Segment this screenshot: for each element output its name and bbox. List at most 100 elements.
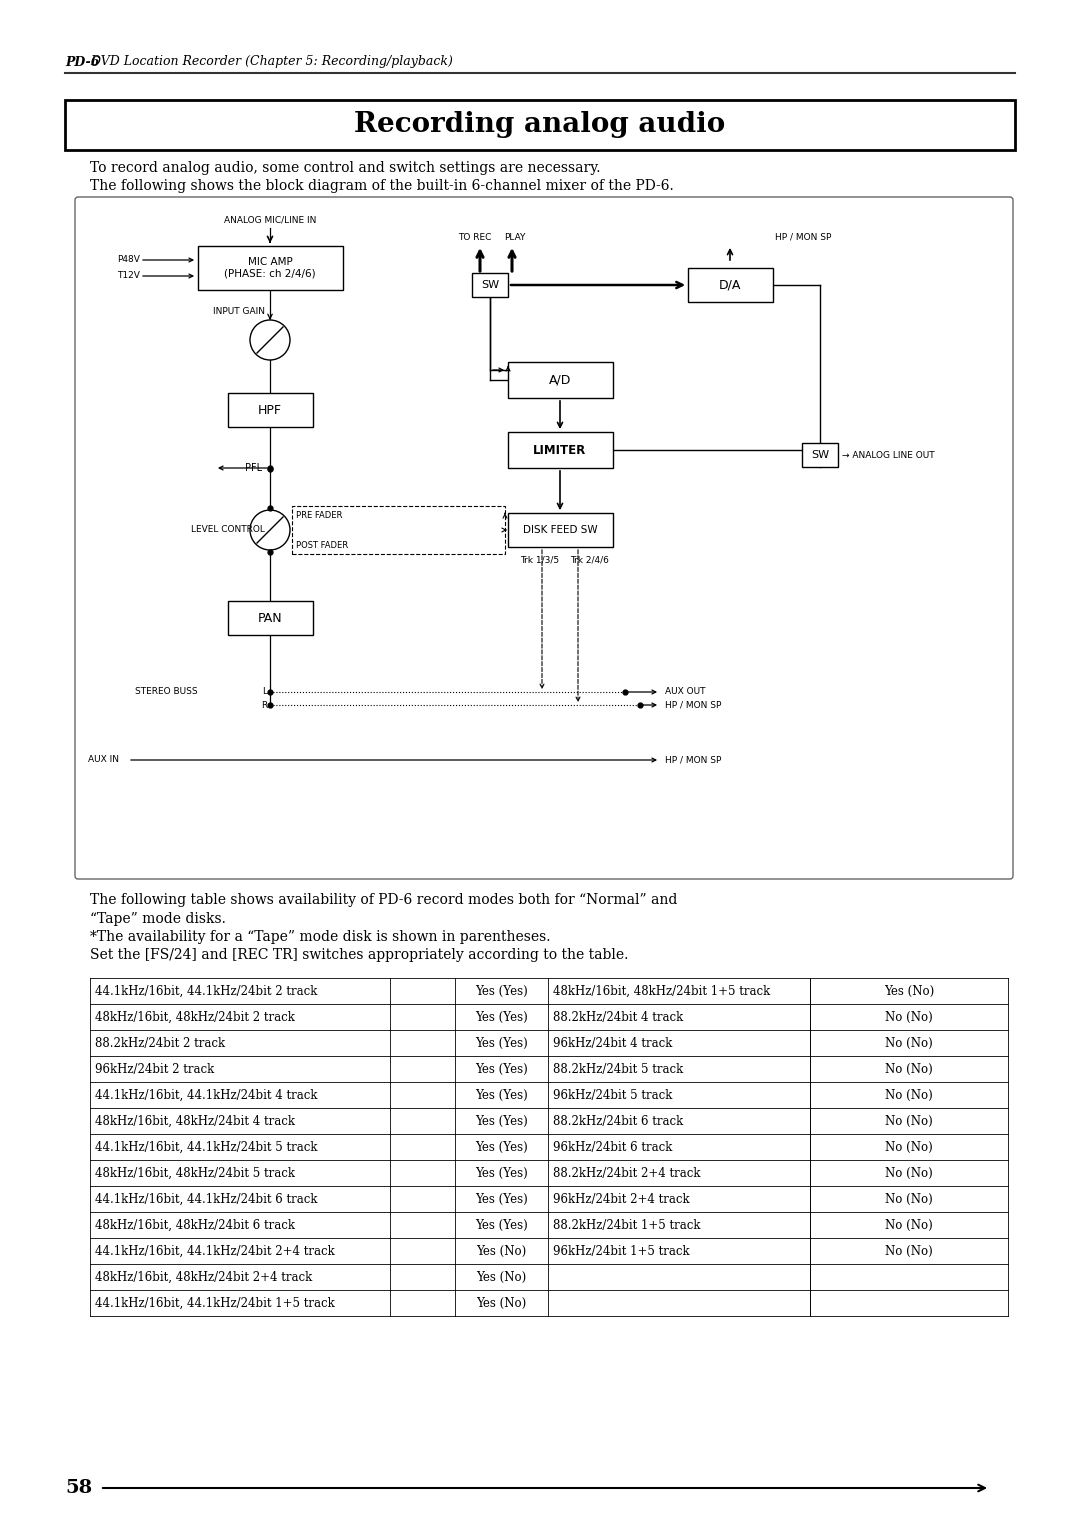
Text: 96kHz/24bit 2+4 track: 96kHz/24bit 2+4 track	[553, 1192, 690, 1206]
Text: Yes (Yes): Yes (Yes)	[475, 1192, 528, 1206]
Text: *The availability for a “Tape” mode disk is shown in parentheses.: *The availability for a “Tape” mode disk…	[90, 931, 551, 944]
Text: → ANALOG LINE OUT: → ANALOG LINE OUT	[842, 451, 934, 460]
Text: No (No): No (No)	[886, 1036, 933, 1050]
Text: To record analog audio, some control and switch settings are necessary.: To record analog audio, some control and…	[90, 160, 600, 176]
Text: 88.2kHz/24bit 2+4 track: 88.2kHz/24bit 2+4 track	[553, 1166, 701, 1180]
Text: 48kHz/16bit, 48kHz/24bit 2+4 track: 48kHz/16bit, 48kHz/24bit 2+4 track	[95, 1270, 312, 1284]
Text: 88.2kHz/24bit 6 track: 88.2kHz/24bit 6 track	[553, 1114, 684, 1128]
Text: R: R	[260, 701, 267, 711]
Bar	[508, 513, 612, 547]
Text: SW: SW	[811, 451, 829, 460]
Text: 96kHz/24bit 1+5 track: 96kHz/24bit 1+5 track	[553, 1244, 690, 1258]
Text: Yes (Yes): Yes (Yes)	[475, 1062, 528, 1076]
Text: 88.2kHz/24bit 1+5 track: 88.2kHz/24bit 1+5 track	[553, 1218, 701, 1232]
Text: D/A: D/A	[719, 278, 741, 292]
Text: STEREO BUSS: STEREO BUSS	[135, 688, 198, 697]
Text: Yes (Yes): Yes (Yes)	[475, 1010, 528, 1024]
Text: 96kHz/24bit 2 track: 96kHz/24bit 2 track	[95, 1062, 214, 1076]
Bar	[802, 443, 838, 468]
Text: 96kHz/24bit 4 track: 96kHz/24bit 4 track	[553, 1036, 673, 1050]
Text: 58: 58	[65, 1479, 92, 1497]
Text: No (No): No (No)	[886, 1088, 933, 1102]
Text: Yes (Yes): Yes (Yes)	[475, 1036, 528, 1050]
Text: 96kHz/24bit 6 track: 96kHz/24bit 6 track	[553, 1140, 673, 1154]
Bar	[198, 246, 342, 290]
Text: Trk 1/3/5: Trk 1/3/5	[521, 556, 559, 564]
Text: 44.1kHz/16bit, 44.1kHz/24bit 1+5 track: 44.1kHz/16bit, 44.1kHz/24bit 1+5 track	[95, 1296, 335, 1309]
Text: PRE FADER: PRE FADER	[296, 510, 342, 520]
Text: DISK FEED SW: DISK FEED SW	[523, 526, 597, 535]
Text: 48kHz/16bit, 48kHz/24bit 5 track: 48kHz/16bit, 48kHz/24bit 5 track	[95, 1166, 295, 1180]
Text: L: L	[262, 686, 267, 695]
Text: No (No): No (No)	[886, 1218, 933, 1232]
Text: The following shows the block diagram of the built-in 6-channel mixer of the PD-: The following shows the block diagram of…	[90, 179, 674, 193]
Text: No (No): No (No)	[886, 1010, 933, 1024]
Text: Set the [FS/24] and [REC TR] switches appropriately according to the table.: Set the [FS/24] and [REC TR] switches ap…	[90, 947, 629, 963]
Text: 48kHz/16bit, 48kHz/24bit 2 track: 48kHz/16bit, 48kHz/24bit 2 track	[95, 1010, 295, 1024]
Text: DVD Location Recorder (Chapter 5: Recording/playback): DVD Location Recorder (Chapter 5: Record…	[87, 55, 453, 69]
Text: No (No): No (No)	[886, 1114, 933, 1128]
Text: Yes (No): Yes (No)	[476, 1270, 527, 1284]
Text: Yes (No): Yes (No)	[476, 1244, 527, 1258]
Text: Yes (Yes): Yes (Yes)	[475, 1114, 528, 1128]
Text: 44.1kHz/16bit, 44.1kHz/24bit 4 track: 44.1kHz/16bit, 44.1kHz/24bit 4 track	[95, 1088, 318, 1102]
FancyBboxPatch shape	[75, 197, 1013, 879]
Bar	[688, 267, 772, 303]
Bar	[228, 393, 312, 426]
Text: No (No): No (No)	[886, 1140, 933, 1154]
Text: P48V: P48V	[117, 255, 140, 264]
Text: PAN: PAN	[258, 611, 282, 625]
Text: The following table shows availability of PD-6 record modes both for “Normal” an: The following table shows availability o…	[90, 892, 677, 908]
Text: “Tape” mode disks.: “Tape” mode disks.	[90, 912, 226, 926]
Bar	[228, 601, 312, 636]
Text: ANALOG MIC/LINE IN: ANALOG MIC/LINE IN	[224, 215, 316, 225]
Text: 48kHz/16bit, 48kHz/24bit 1+5 track: 48kHz/16bit, 48kHz/24bit 1+5 track	[553, 984, 770, 998]
Text: PFL: PFL	[245, 463, 262, 474]
Text: LIMITER: LIMITER	[534, 443, 586, 457]
Text: INPUT GAIN: INPUT GAIN	[213, 307, 265, 316]
Text: MIC AMP
(PHASE: ch 2/4/6): MIC AMP (PHASE: ch 2/4/6)	[225, 257, 315, 278]
Text: HP / MON SP: HP / MON SP	[775, 232, 832, 241]
Text: Yes (No): Yes (No)	[476, 1296, 527, 1309]
Text: 96kHz/24bit 5 track: 96kHz/24bit 5 track	[553, 1088, 673, 1102]
Text: 44.1kHz/16bit, 44.1kHz/24bit 5 track: 44.1kHz/16bit, 44.1kHz/24bit 5 track	[95, 1140, 318, 1154]
Text: 44.1kHz/16bit, 44.1kHz/24bit 2+4 track: 44.1kHz/16bit, 44.1kHz/24bit 2+4 track	[95, 1244, 335, 1258]
Text: Trk 2/4/6: Trk 2/4/6	[570, 556, 609, 564]
Text: T12V: T12V	[117, 272, 140, 281]
Text: PLAY: PLAY	[504, 232, 526, 241]
Bar	[508, 362, 612, 397]
Text: Yes (Yes): Yes (Yes)	[475, 1166, 528, 1180]
Bar	[472, 274, 508, 296]
Bar	[292, 506, 505, 555]
Bar	[508, 432, 612, 468]
Text: A/D: A/D	[549, 373, 571, 387]
Text: Yes (Yes): Yes (Yes)	[475, 984, 528, 998]
Text: No (No): No (No)	[886, 1166, 933, 1180]
Text: LEVEL CONTROL: LEVEL CONTROL	[191, 526, 265, 535]
Text: 88.2kHz/24bit 5 track: 88.2kHz/24bit 5 track	[553, 1062, 684, 1076]
Text: 48kHz/16bit, 48kHz/24bit 4 track: 48kHz/16bit, 48kHz/24bit 4 track	[95, 1114, 295, 1128]
Bar	[65, 99, 1015, 150]
Text: Yes (Yes): Yes (Yes)	[475, 1218, 528, 1232]
Text: AUX OUT: AUX OUT	[665, 688, 705, 697]
Text: AUX IN: AUX IN	[87, 755, 119, 764]
Text: No (No): No (No)	[886, 1192, 933, 1206]
Text: HP / MON SP: HP / MON SP	[665, 755, 721, 764]
Text: Yes (No): Yes (No)	[883, 984, 934, 998]
Text: HP / MON SP: HP / MON SP	[665, 700, 721, 709]
Text: 88.2kHz/24bit 4 track: 88.2kHz/24bit 4 track	[553, 1010, 684, 1024]
Text: No (No): No (No)	[886, 1062, 933, 1076]
Text: PD-6: PD-6	[65, 55, 99, 69]
Text: Recording analog audio: Recording analog audio	[354, 112, 726, 139]
Text: Yes (Yes): Yes (Yes)	[475, 1140, 528, 1154]
Text: TO REC: TO REC	[458, 232, 491, 241]
Text: 44.1kHz/16bit, 44.1kHz/24bit 6 track: 44.1kHz/16bit, 44.1kHz/24bit 6 track	[95, 1192, 318, 1206]
Text: POST FADER: POST FADER	[296, 541, 348, 550]
Text: 48kHz/16bit, 48kHz/24bit 6 track: 48kHz/16bit, 48kHz/24bit 6 track	[95, 1218, 295, 1232]
Text: No (No): No (No)	[886, 1244, 933, 1258]
Text: SW: SW	[481, 280, 499, 290]
Text: HPF: HPF	[258, 403, 282, 417]
Text: 88.2kHz/24bit 2 track: 88.2kHz/24bit 2 track	[95, 1036, 225, 1050]
Text: Yes (Yes): Yes (Yes)	[475, 1088, 528, 1102]
Text: 44.1kHz/16bit, 44.1kHz/24bit 2 track: 44.1kHz/16bit, 44.1kHz/24bit 2 track	[95, 984, 318, 998]
